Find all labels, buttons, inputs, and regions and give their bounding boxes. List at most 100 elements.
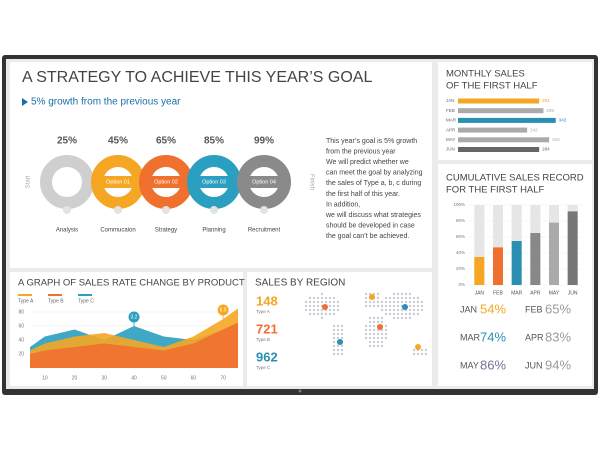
step-icon bbox=[162, 206, 170, 214]
map-dot bbox=[400, 308, 404, 312]
map-dot bbox=[408, 296, 412, 300]
map-dot bbox=[364, 292, 368, 296]
paragraph-line: can meet the goal by analyzing bbox=[326, 170, 423, 177]
map-dot bbox=[380, 300, 384, 304]
map-dot bbox=[320, 292, 324, 296]
map-dot bbox=[320, 308, 324, 312]
map-dot bbox=[328, 312, 332, 316]
map-dot bbox=[332, 324, 336, 328]
map-dot bbox=[324, 300, 328, 304]
bar bbox=[493, 247, 503, 285]
map-dot bbox=[384, 312, 388, 316]
y-tick-label: 60 bbox=[18, 323, 24, 329]
map-dot bbox=[336, 336, 340, 340]
map-dot bbox=[376, 304, 380, 308]
map-dot bbox=[380, 304, 384, 308]
map-dot bbox=[412, 352, 416, 356]
map-dot bbox=[312, 300, 316, 304]
map-dot bbox=[396, 308, 400, 312]
bar bbox=[458, 147, 540, 152]
map-dot bbox=[336, 344, 340, 348]
map-dot bbox=[416, 308, 420, 312]
x-tick-label: APR bbox=[530, 290, 541, 296]
map-dot bbox=[392, 316, 396, 320]
paragraph-line: In addition, bbox=[326, 201, 360, 208]
map-pin bbox=[377, 324, 383, 330]
map-dot bbox=[320, 316, 324, 320]
map-dot bbox=[336, 324, 340, 328]
map-dot bbox=[336, 300, 340, 304]
map-dot bbox=[396, 292, 400, 296]
step-label: Commucaion bbox=[100, 228, 135, 234]
map-dot bbox=[384, 328, 388, 332]
x-tick-label: 50 bbox=[161, 375, 167, 381]
map-dot bbox=[380, 308, 384, 312]
option-band bbox=[240, 176, 288, 188]
ring bbox=[40, 155, 94, 209]
map-dot bbox=[380, 316, 384, 320]
map-dot bbox=[336, 348, 340, 352]
y-tick-label: 0% bbox=[458, 282, 465, 287]
paragraph-line: We will predict whether we bbox=[326, 159, 409, 166]
stat-value: 54% bbox=[480, 301, 506, 316]
map-dot bbox=[392, 300, 396, 304]
bar bbox=[458, 108, 544, 114]
map-dot bbox=[312, 312, 316, 316]
map-dot bbox=[416, 352, 420, 356]
step-icon bbox=[210, 206, 218, 214]
region-value: 962 bbox=[256, 349, 278, 364]
x-tick-label: JUN bbox=[568, 290, 578, 296]
category-label: JUN bbox=[446, 147, 455, 152]
map-dot bbox=[400, 316, 404, 320]
map-dot bbox=[324, 296, 328, 300]
y-tick-label: 80 bbox=[18, 309, 24, 315]
stat-value: 86% bbox=[480, 357, 506, 372]
value-label: 284 bbox=[542, 147, 550, 152]
ring-percent: 65% bbox=[156, 136, 176, 147]
chart-title: OF THE FIRST HALF bbox=[446, 81, 538, 92]
x-tick-label: MAY bbox=[549, 290, 560, 296]
map-dot bbox=[332, 328, 336, 332]
map-dot bbox=[372, 300, 376, 304]
map-dot bbox=[364, 328, 368, 332]
value-label: 242 bbox=[530, 127, 538, 132]
map-dot bbox=[364, 300, 368, 304]
map-dot bbox=[304, 304, 308, 308]
map-dot bbox=[340, 324, 344, 328]
stat-value: 94% bbox=[545, 357, 571, 372]
map-dot bbox=[380, 336, 384, 340]
y-tick-label: 40% bbox=[456, 250, 465, 255]
map-dot bbox=[408, 308, 412, 312]
category-label: MAR bbox=[446, 118, 457, 123]
map-dot bbox=[368, 328, 372, 332]
map-dot bbox=[400, 292, 404, 296]
map-dot bbox=[404, 316, 408, 320]
stat-month: JUN bbox=[525, 360, 543, 370]
map-dot bbox=[328, 300, 332, 304]
map-pin bbox=[322, 304, 328, 310]
option-band bbox=[190, 176, 238, 188]
section-title: SALES BY REGION bbox=[255, 278, 345, 289]
step-label: Strategy bbox=[155, 228, 177, 234]
map-dot bbox=[412, 300, 416, 304]
region-type: Type B bbox=[256, 337, 270, 342]
x-tick-label: FEB bbox=[493, 290, 503, 296]
stat-value: 65% bbox=[545, 301, 571, 316]
map-dot bbox=[320, 296, 324, 300]
x-tick-label: 40 bbox=[131, 375, 137, 381]
bar bbox=[458, 98, 540, 104]
map-dot bbox=[388, 312, 392, 316]
map-pin bbox=[337, 339, 343, 345]
map-dot bbox=[340, 328, 344, 332]
map-dot bbox=[384, 296, 388, 300]
map-dot bbox=[336, 308, 340, 312]
map-dot bbox=[328, 308, 332, 312]
map-dot bbox=[376, 344, 380, 348]
map-dot bbox=[364, 324, 368, 328]
map-dot bbox=[364, 296, 368, 300]
map-dot bbox=[392, 312, 396, 316]
map-dot bbox=[364, 304, 368, 308]
map-dot bbox=[340, 352, 344, 356]
map-dot bbox=[412, 296, 416, 300]
